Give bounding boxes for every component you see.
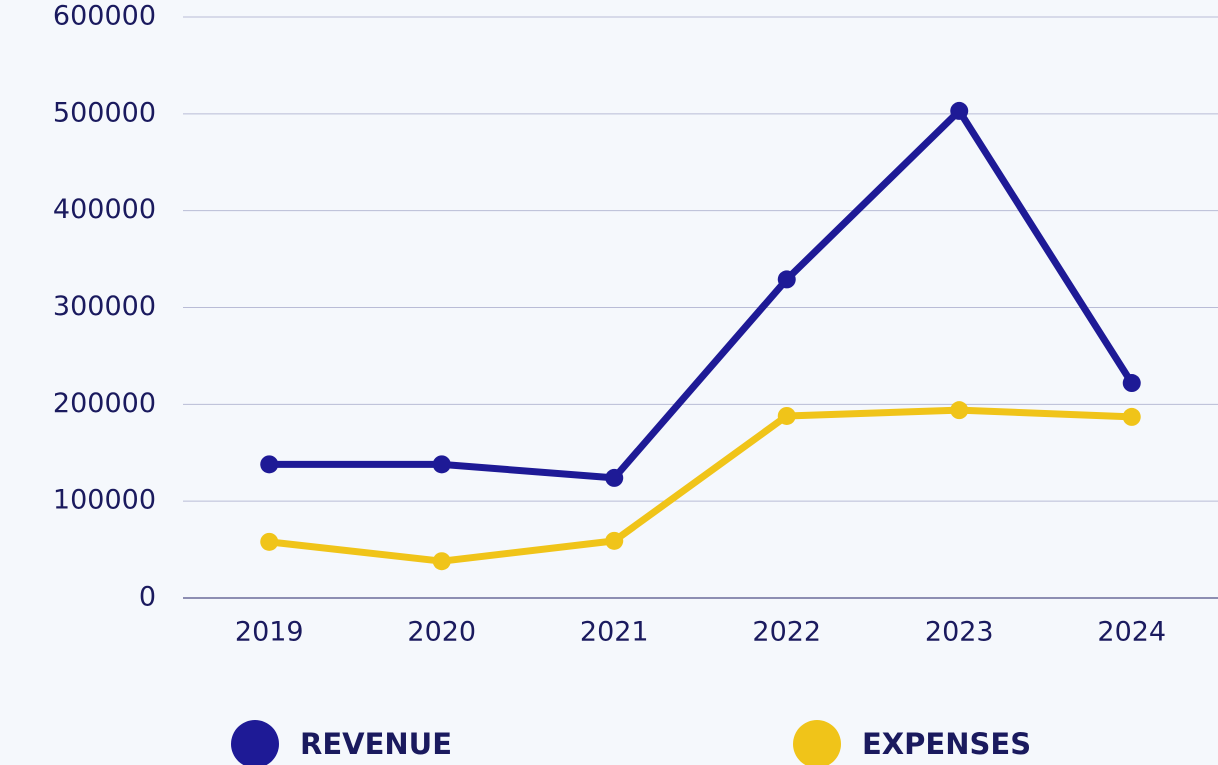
point (432, 455, 451, 474)
x-tick-label: 2021 (580, 617, 649, 648)
y-tick-label: 600000 (53, 1, 156, 32)
y-tick-label: 0 (139, 582, 156, 613)
point (777, 270, 796, 289)
point (1122, 407, 1141, 426)
point (950, 101, 969, 120)
point (605, 531, 624, 550)
point (950, 401, 969, 420)
x-tick-label: 2019 (235, 617, 304, 648)
point (432, 552, 451, 571)
legend-label: REVENUE (300, 727, 452, 761)
point (777, 406, 796, 425)
y-tick-label: 100000 (53, 485, 156, 516)
y-tick-label: 400000 (53, 194, 156, 225)
point (260, 532, 279, 551)
point (1122, 374, 1141, 393)
y-tick-label: 300000 (53, 291, 156, 322)
x-tick-label: 2023 (925, 617, 994, 648)
point (605, 468, 624, 487)
legend-label: EXPENSES (862, 727, 1031, 761)
legend-swatch (231, 720, 279, 765)
y-tick-label: 200000 (53, 388, 156, 419)
x-tick-label: 2020 (407, 617, 476, 648)
x-tick-label: 2022 (752, 617, 821, 648)
series-line (268, 406, 1132, 565)
legend-swatch (793, 720, 841, 765)
series-line (269, 107, 1135, 482)
point (260, 455, 279, 474)
x-tick-label: 2024 (1097, 617, 1166, 648)
y-tick-label: 500000 (53, 97, 156, 128)
